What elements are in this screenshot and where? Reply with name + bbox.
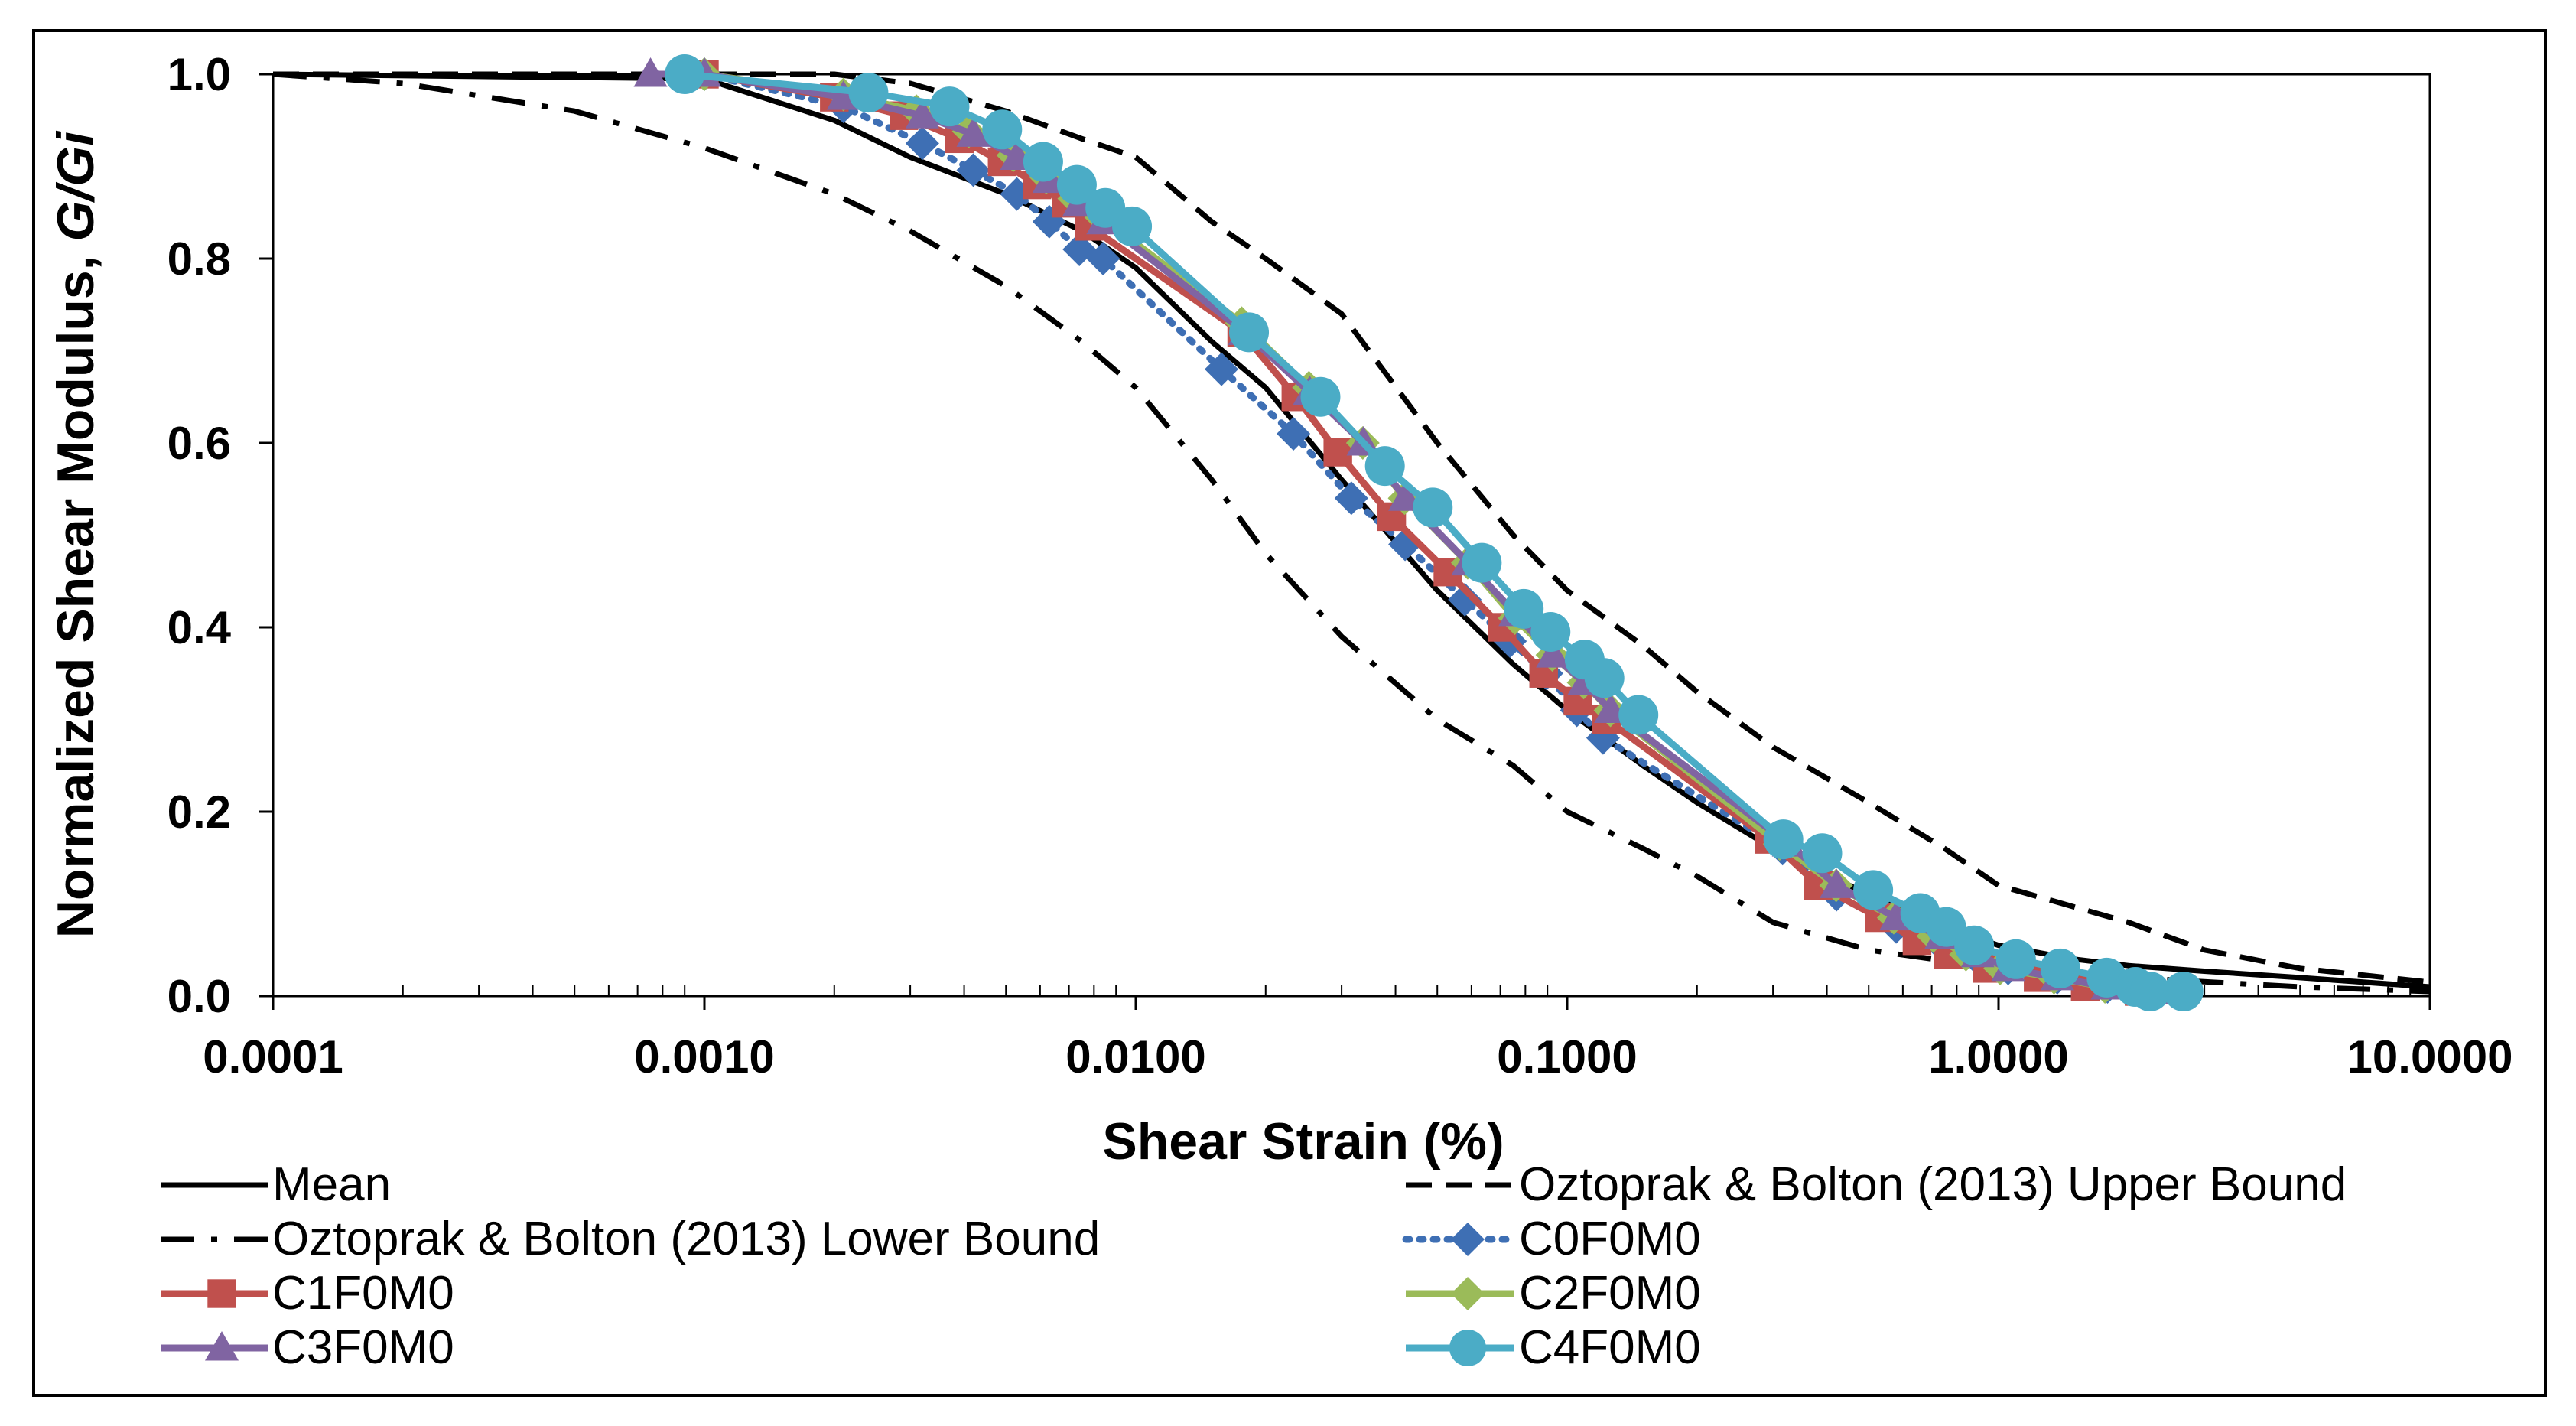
data-point [982,109,1023,150]
y-tick-label: 0.2 [168,786,231,838]
data-point [2163,971,2204,1011]
legend-marker-c4f0m0 [1449,1330,1486,1366]
legend-item-c0f0m0: C0F0M0 [1402,1213,1701,1265]
data-point [2129,971,2170,1011]
series-group [272,54,2431,1011]
legend-label-mean: Mean [272,1158,391,1211]
data-point [905,99,939,129]
data-point [665,54,705,94]
legend-label-oztoprak-bolton-2013-upper-bound: Oztoprak & Bolton (2013) Upper Bound [1519,1158,2347,1211]
data-point [1364,446,1405,487]
x-tick-label: 0.1000 [1497,1031,1638,1083]
legend-item-c1f0m0: C1F0M0 [161,1267,454,1320]
series-oztoprak-bolton-2013-upper-bound [273,71,2431,985]
x-tick-label: 1.0000 [1928,1031,2069,1083]
data-point [1277,416,1311,451]
data-point [1023,142,1063,182]
data-point [905,126,939,161]
data-point [1954,925,1995,965]
y-axis-title-italic: G/Gi [47,130,105,242]
y-axis-title-text: Normalized Shear Modulus, [47,241,105,938]
series-line-oztoprak-bolton-2013-upper-bound [273,71,2431,985]
data-point [1413,487,1453,528]
legend-label-c0f0m0: C0F0M0 [1519,1213,1701,1265]
x-tick-label: 10.0000 [2347,1031,2513,1083]
data-point [2040,948,2080,988]
y-tick-label: 0.6 [168,418,231,469]
data-point [929,86,970,127]
series-c4f0m0 [665,54,2204,1011]
data-point [1618,695,1659,735]
x-tick-label: 0.0001 [203,1031,343,1083]
x-axis-title: Shear Strain (%) [1102,1112,1504,1170]
data-point [1926,907,1966,947]
legend-label-c4f0m0: C4F0M0 [1519,1321,1701,1374]
data-point [848,73,889,113]
data-point [1462,542,1502,583]
data-point [1504,588,1544,629]
legend: Mean Oztoprak & Bolton (2013) Upper Bound… [161,1158,2347,1374]
x-tick-labels: 0.0001 0.0010 0.0100 0.1000 1.0000 10.0000 [203,1031,2513,1083]
data-point [1995,939,2036,979]
legend-marker-c1f0m0 [207,1279,236,1308]
series-oztoprak-bolton-2013-lower-bound [272,71,2431,995]
data-point [1802,833,1843,874]
y-tick-label: 0.8 [168,233,231,285]
y-axis-title: Normalized Shear Modulus, G/Gi [47,130,105,938]
series-line-oztoprak-bolton-2013-lower-bound [272,71,2431,995]
legend-marker-c0f0m0 [1451,1223,1485,1256]
data-point [1300,376,1341,417]
data-point [1205,352,1239,386]
legend-item-oztoprak-bolton-2013-upper-bound: Oztoprak & Bolton (2013) Upper Bound [1406,1158,2347,1211]
x-tick-label: 0.0100 [1065,1031,1206,1083]
legend-label-c3f0m0: C3F0M0 [272,1321,454,1374]
data-point [1086,242,1120,275]
axis-ticks [259,73,2431,1010]
legend-item-c3f0m0: C3F0M0 [161,1321,454,1374]
data-point [1229,312,1270,353]
y-tick-labels: 0.0 0.2 0.4 0.6 0.8 1.0 [168,49,232,1022]
legend-item-c4f0m0: C4F0M0 [1406,1321,1701,1374]
legend-label-c2f0m0: C2F0M0 [1519,1267,1701,1320]
data-point [1334,481,1368,516]
legend-item-mean: Mean [161,1158,391,1211]
legend-label-c1f0m0: C1F0M0 [272,1267,454,1320]
data-point [1112,206,1153,246]
x-tick-label: 0.0010 [634,1031,775,1083]
plot-area [272,73,2431,998]
data-point [1820,868,1854,898]
legend-item-c2f0m0: C2F0M0 [1406,1267,1701,1320]
data-point [1584,658,1625,698]
data-point [956,117,990,147]
data-point [1536,638,1570,668]
data-point [633,57,668,87]
data-point [1448,582,1482,617]
data-point [1763,819,1804,860]
y-tick-label: 0.4 [168,602,232,653]
y-tick-label: 1.0 [168,49,231,100]
data-point [956,153,990,187]
data-point [1853,870,1894,910]
legend-marker-c3f0m0 [205,1331,239,1361]
data-point [1530,612,1571,653]
legend-item-oztoprak-bolton-2013-lower-bound: Oztoprak & Bolton (2013) Lower Bound [161,1213,1100,1265]
data-point [1056,164,1097,205]
legend-marker-c2f0m0 [1451,1277,1485,1310]
legend-label-oztoprak-bolton-2013-lower-bound: Oztoprak & Bolton (2013) Lower Bound [272,1213,1100,1265]
y-tick-label: 0.0 [168,971,231,1022]
